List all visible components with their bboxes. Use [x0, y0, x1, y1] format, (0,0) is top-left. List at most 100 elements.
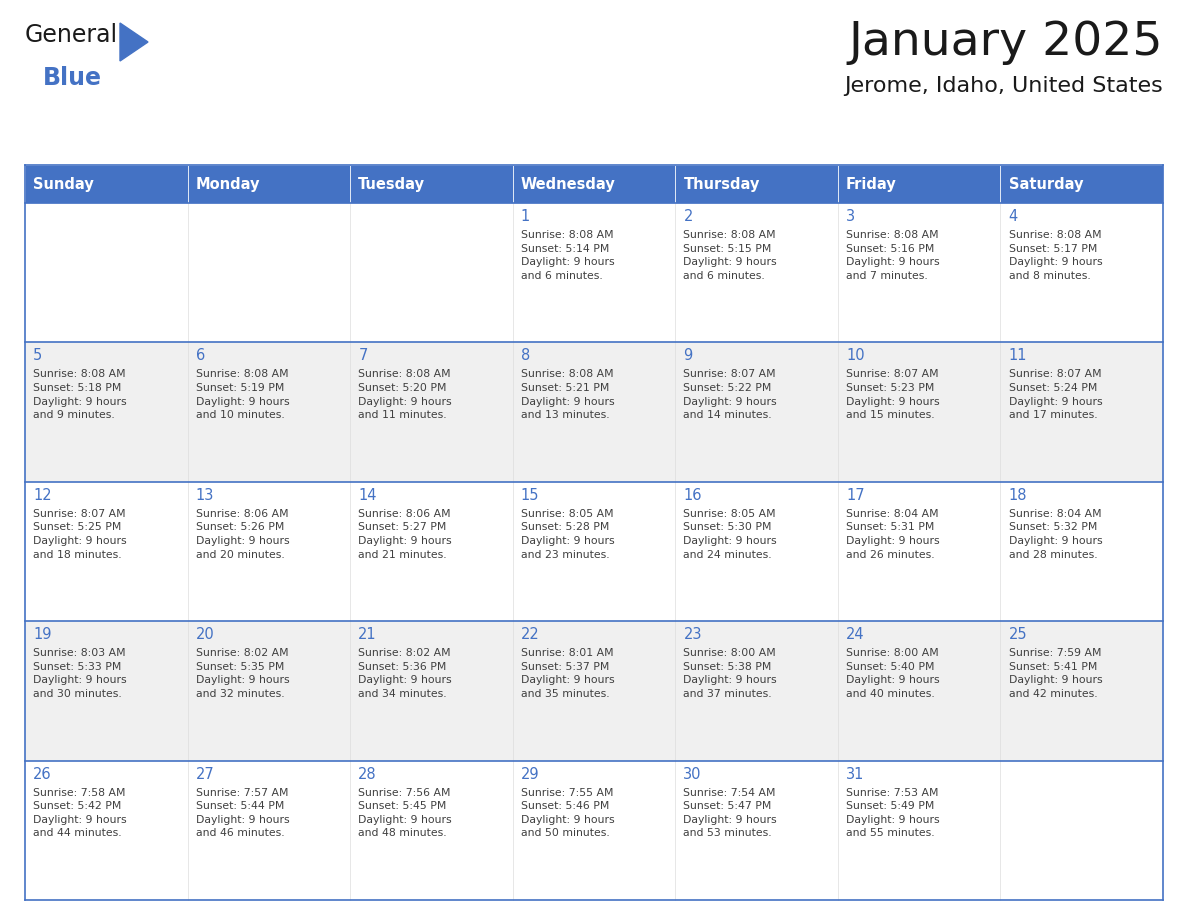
- Text: 5: 5: [33, 349, 43, 364]
- Text: Sunrise: 8:01 AM
Sunset: 5:37 PM
Daylight: 9 hours
and 35 minutes.: Sunrise: 8:01 AM Sunset: 5:37 PM Dayligh…: [520, 648, 614, 699]
- Text: 25: 25: [1009, 627, 1028, 643]
- Text: Tuesday: Tuesday: [359, 176, 425, 192]
- Text: 10: 10: [846, 349, 865, 364]
- Bar: [838, 621, 1000, 761]
- Text: 19: 19: [33, 627, 51, 643]
- Text: Sunrise: 8:02 AM
Sunset: 5:36 PM
Daylight: 9 hours
and 34 minutes.: Sunrise: 8:02 AM Sunset: 5:36 PM Dayligh…: [359, 648, 451, 699]
- Text: Sunrise: 7:55 AM
Sunset: 5:46 PM
Daylight: 9 hours
and 50 minutes.: Sunrise: 7:55 AM Sunset: 5:46 PM Dayligh…: [520, 788, 614, 838]
- Text: Sunrise: 7:54 AM
Sunset: 5:47 PM
Daylight: 9 hours
and 53 minutes.: Sunrise: 7:54 AM Sunset: 5:47 PM Dayligh…: [683, 788, 777, 838]
- Text: Sunrise: 8:04 AM
Sunset: 5:32 PM
Daylight: 9 hours
and 28 minutes.: Sunrise: 8:04 AM Sunset: 5:32 PM Dayligh…: [1009, 509, 1102, 560]
- Polygon shape: [120, 23, 148, 61]
- Bar: [838, 165, 1000, 203]
- Text: Sunrise: 8:08 AM
Sunset: 5:17 PM
Daylight: 9 hours
and 8 minutes.: Sunrise: 8:08 AM Sunset: 5:17 PM Dayligh…: [1009, 230, 1102, 281]
- Bar: [350, 482, 513, 621]
- Text: Sunrise: 8:02 AM
Sunset: 5:35 PM
Daylight: 9 hours
and 32 minutes.: Sunrise: 8:02 AM Sunset: 5:35 PM Dayligh…: [196, 648, 290, 699]
- Text: 1: 1: [520, 209, 530, 224]
- Text: Sunrise: 8:00 AM
Sunset: 5:40 PM
Daylight: 9 hours
and 40 minutes.: Sunrise: 8:00 AM Sunset: 5:40 PM Dayligh…: [846, 648, 940, 699]
- Bar: [25, 621, 188, 761]
- Bar: [513, 482, 675, 621]
- Text: Sunrise: 7:58 AM
Sunset: 5:42 PM
Daylight: 9 hours
and 44 minutes.: Sunrise: 7:58 AM Sunset: 5:42 PM Dayligh…: [33, 788, 127, 838]
- Text: Sunrise: 8:07 AM
Sunset: 5:22 PM
Daylight: 9 hours
and 14 minutes.: Sunrise: 8:07 AM Sunset: 5:22 PM Dayligh…: [683, 369, 777, 420]
- Bar: [25, 482, 188, 621]
- Text: 9: 9: [683, 349, 693, 364]
- Text: Sunrise: 8:08 AM
Sunset: 5:18 PM
Daylight: 9 hours
and 9 minutes.: Sunrise: 8:08 AM Sunset: 5:18 PM Dayligh…: [33, 369, 127, 420]
- Text: Sunrise: 8:05 AM
Sunset: 5:28 PM
Daylight: 9 hours
and 23 minutes.: Sunrise: 8:05 AM Sunset: 5:28 PM Dayligh…: [520, 509, 614, 560]
- Text: Sunrise: 8:08 AM
Sunset: 5:15 PM
Daylight: 9 hours
and 6 minutes.: Sunrise: 8:08 AM Sunset: 5:15 PM Dayligh…: [683, 230, 777, 281]
- Text: Sunday: Sunday: [33, 176, 94, 192]
- Text: 30: 30: [683, 767, 702, 781]
- Bar: [513, 761, 675, 900]
- Text: 24: 24: [846, 627, 865, 643]
- Bar: [675, 165, 838, 203]
- Text: Jerome, Idaho, United States: Jerome, Idaho, United States: [845, 76, 1163, 96]
- Bar: [1000, 761, 1163, 900]
- Text: 16: 16: [683, 487, 702, 503]
- Bar: [188, 342, 350, 482]
- Text: 26: 26: [33, 767, 52, 781]
- Bar: [838, 203, 1000, 342]
- Bar: [1000, 342, 1163, 482]
- Text: Sunrise: 7:59 AM
Sunset: 5:41 PM
Daylight: 9 hours
and 42 minutes.: Sunrise: 7:59 AM Sunset: 5:41 PM Dayligh…: [1009, 648, 1102, 699]
- Bar: [675, 761, 838, 900]
- Text: Sunrise: 8:08 AM
Sunset: 5:20 PM
Daylight: 9 hours
and 11 minutes.: Sunrise: 8:08 AM Sunset: 5:20 PM Dayligh…: [359, 369, 451, 420]
- Bar: [513, 621, 675, 761]
- Text: Sunrise: 8:06 AM
Sunset: 5:26 PM
Daylight: 9 hours
and 20 minutes.: Sunrise: 8:06 AM Sunset: 5:26 PM Dayligh…: [196, 509, 290, 560]
- Bar: [25, 203, 188, 342]
- Bar: [675, 621, 838, 761]
- Text: Sunrise: 8:04 AM
Sunset: 5:31 PM
Daylight: 9 hours
and 26 minutes.: Sunrise: 8:04 AM Sunset: 5:31 PM Dayligh…: [846, 509, 940, 560]
- Bar: [25, 165, 188, 203]
- Text: Sunrise: 7:57 AM
Sunset: 5:44 PM
Daylight: 9 hours
and 46 minutes.: Sunrise: 7:57 AM Sunset: 5:44 PM Dayligh…: [196, 788, 290, 838]
- Text: January 2025: January 2025: [848, 20, 1163, 65]
- Bar: [188, 621, 350, 761]
- Text: Thursday: Thursday: [683, 176, 760, 192]
- Text: 14: 14: [359, 487, 377, 503]
- Text: 20: 20: [196, 627, 215, 643]
- Text: General: General: [25, 23, 118, 47]
- Text: Sunrise: 8:08 AM
Sunset: 5:16 PM
Daylight: 9 hours
and 7 minutes.: Sunrise: 8:08 AM Sunset: 5:16 PM Dayligh…: [846, 230, 940, 281]
- Text: 12: 12: [33, 487, 52, 503]
- Text: 6: 6: [196, 349, 206, 364]
- Bar: [675, 482, 838, 621]
- Text: Saturday: Saturday: [1009, 176, 1083, 192]
- Text: 2: 2: [683, 209, 693, 224]
- Bar: [1000, 482, 1163, 621]
- Text: 28: 28: [359, 767, 377, 781]
- Text: Sunrise: 8:07 AM
Sunset: 5:24 PM
Daylight: 9 hours
and 17 minutes.: Sunrise: 8:07 AM Sunset: 5:24 PM Dayligh…: [1009, 369, 1102, 420]
- Text: Sunrise: 8:07 AM
Sunset: 5:23 PM
Daylight: 9 hours
and 15 minutes.: Sunrise: 8:07 AM Sunset: 5:23 PM Dayligh…: [846, 369, 940, 420]
- Bar: [188, 761, 350, 900]
- Bar: [350, 761, 513, 900]
- Text: 4: 4: [1009, 209, 1018, 224]
- Bar: [513, 342, 675, 482]
- Text: Friday: Friday: [846, 176, 897, 192]
- Text: Sunrise: 8:08 AM
Sunset: 5:14 PM
Daylight: 9 hours
and 6 minutes.: Sunrise: 8:08 AM Sunset: 5:14 PM Dayligh…: [520, 230, 614, 281]
- Bar: [1000, 203, 1163, 342]
- Bar: [838, 482, 1000, 621]
- Text: 11: 11: [1009, 349, 1028, 364]
- Text: Sunrise: 8:05 AM
Sunset: 5:30 PM
Daylight: 9 hours
and 24 minutes.: Sunrise: 8:05 AM Sunset: 5:30 PM Dayligh…: [683, 509, 777, 560]
- Text: 7: 7: [359, 349, 367, 364]
- Text: Sunrise: 8:00 AM
Sunset: 5:38 PM
Daylight: 9 hours
and 37 minutes.: Sunrise: 8:00 AM Sunset: 5:38 PM Dayligh…: [683, 648, 777, 699]
- Bar: [513, 203, 675, 342]
- Bar: [1000, 165, 1163, 203]
- Bar: [188, 482, 350, 621]
- Bar: [25, 342, 188, 482]
- Text: 21: 21: [359, 627, 377, 643]
- Text: 8: 8: [520, 349, 530, 364]
- Text: 31: 31: [846, 767, 865, 781]
- Bar: [350, 203, 513, 342]
- Bar: [188, 165, 350, 203]
- Bar: [1000, 621, 1163, 761]
- Bar: [350, 621, 513, 761]
- Bar: [350, 342, 513, 482]
- Bar: [513, 165, 675, 203]
- Text: Sunrise: 7:53 AM
Sunset: 5:49 PM
Daylight: 9 hours
and 55 minutes.: Sunrise: 7:53 AM Sunset: 5:49 PM Dayligh…: [846, 788, 940, 838]
- Text: Sunrise: 8:07 AM
Sunset: 5:25 PM
Daylight: 9 hours
and 18 minutes.: Sunrise: 8:07 AM Sunset: 5:25 PM Dayligh…: [33, 509, 127, 560]
- Text: 22: 22: [520, 627, 539, 643]
- Text: Sunrise: 8:03 AM
Sunset: 5:33 PM
Daylight: 9 hours
and 30 minutes.: Sunrise: 8:03 AM Sunset: 5:33 PM Dayligh…: [33, 648, 127, 699]
- Text: 17: 17: [846, 487, 865, 503]
- Bar: [188, 203, 350, 342]
- Text: Sunrise: 8:08 AM
Sunset: 5:19 PM
Daylight: 9 hours
and 10 minutes.: Sunrise: 8:08 AM Sunset: 5:19 PM Dayligh…: [196, 369, 290, 420]
- Text: 23: 23: [683, 627, 702, 643]
- Text: 15: 15: [520, 487, 539, 503]
- Bar: [25, 761, 188, 900]
